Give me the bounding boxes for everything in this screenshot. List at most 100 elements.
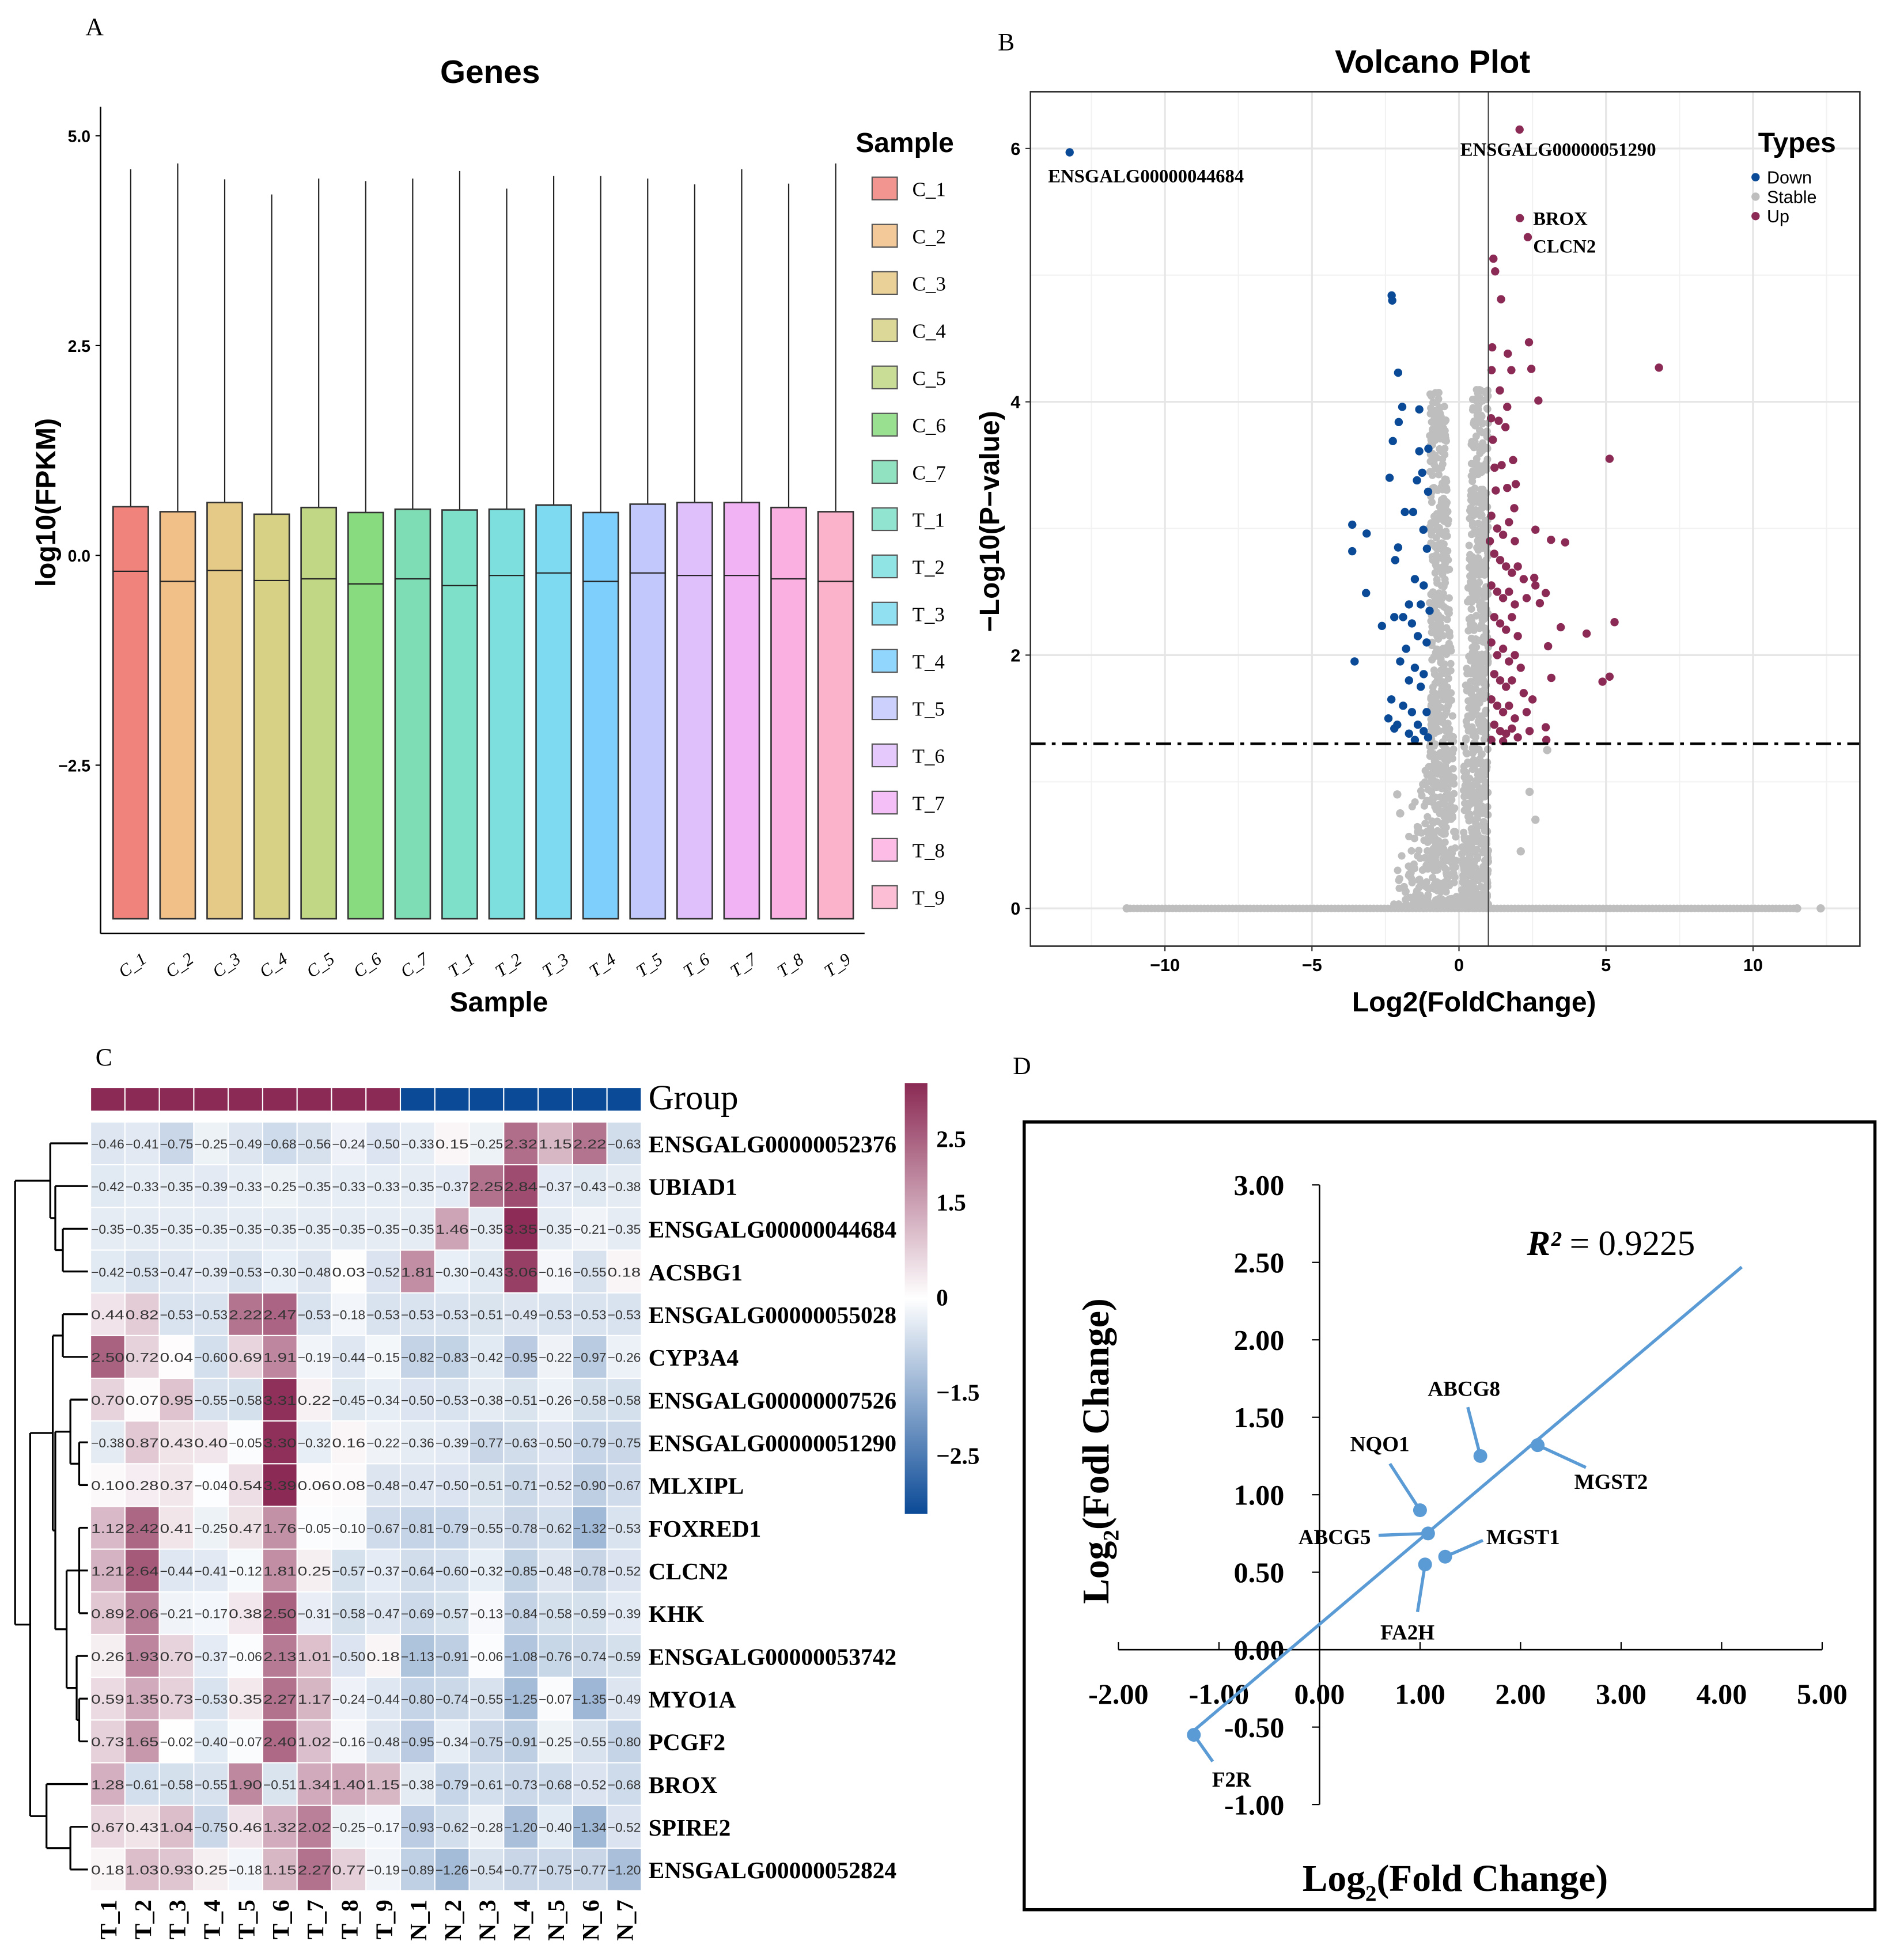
heatmap-cell — [297, 1848, 331, 1890]
heatmap-cell — [401, 1806, 434, 1848]
heatmap-cell — [332, 1848, 366, 1890]
box-c-2 — [159, 163, 196, 920]
heatmap-cell — [160, 1250, 194, 1292]
stable-point — [1471, 738, 1479, 746]
stable-point — [1465, 541, 1473, 549]
stable-point — [1451, 863, 1459, 871]
up-point — [1493, 702, 1502, 710]
row-label: UBIAD1 — [649, 1174, 737, 1200]
heatmap-cell — [229, 1592, 262, 1634]
heatmap-cell — [194, 1208, 228, 1250]
stable-point — [1480, 615, 1488, 623]
up-point — [1508, 724, 1516, 733]
stable-point — [1478, 587, 1486, 596]
heatmap-cell — [504, 1336, 538, 1378]
up-point — [1503, 483, 1512, 492]
cell-value: 0.70 — [160, 1650, 194, 1664]
stable-point — [1448, 712, 1456, 720]
data-point — [1413, 1503, 1427, 1518]
stable-point — [1436, 620, 1444, 628]
data-point — [1438, 1549, 1452, 1564]
cell-value: 2.47 — [263, 1307, 297, 1322]
heatmap-cell — [573, 1848, 607, 1890]
stable-point — [1440, 660, 1448, 668]
stable-point — [1478, 750, 1486, 758]
down-point — [1422, 708, 1431, 716]
down-point — [1362, 529, 1371, 538]
heatmap-cell — [194, 1464, 228, 1506]
stable-point — [1471, 863, 1479, 871]
cell-value: −0.35 — [332, 1222, 366, 1237]
heatmap-cell — [366, 1336, 400, 1378]
cell-value: −0.39 — [194, 1265, 228, 1279]
box-t-9 — [817, 163, 854, 920]
heatmap-cell — [573, 1592, 607, 1634]
cell-value: 1.17 — [298, 1692, 331, 1707]
heatmap-cell — [194, 1763, 228, 1805]
cell-value: −0.83 — [436, 1351, 469, 1365]
heatmap-row: 2.50 0.72 0.04 −0.60 0.69 1.91 −0.19 −0.44 −0.15… — [91, 1336, 641, 1378]
cell-value: −0.56 — [298, 1137, 331, 1151]
heatmap-cell — [504, 1763, 538, 1805]
up-point — [1519, 689, 1528, 697]
cell-value: −0.53 — [436, 1393, 469, 1408]
data-point — [1473, 1449, 1487, 1463]
cell-value: −0.10 — [332, 1521, 366, 1536]
cell-value: −0.43 — [573, 1180, 607, 1194]
stable-point — [1420, 894, 1428, 903]
cell-value: 2.84 — [504, 1180, 538, 1194]
down-point — [1385, 473, 1394, 482]
stable-point — [1446, 814, 1454, 822]
point-label: FA2H — [1380, 1621, 1434, 1645]
stable-point — [1472, 612, 1480, 620]
cell-value: −0.42 — [91, 1265, 124, 1279]
up-point — [1534, 396, 1543, 405]
cell-value: −0.89 — [401, 1863, 434, 1878]
cell-value: −0.35 — [366, 1222, 400, 1237]
heatmap-cell — [435, 1720, 469, 1762]
heatmap-cell — [229, 1421, 262, 1464]
cell-value: −0.58 — [608, 1393, 641, 1408]
heatmap-cell — [401, 1165, 434, 1207]
heatmap-cell — [539, 1250, 572, 1292]
cell-value: 0.87 — [126, 1436, 159, 1450]
box-c-3 — [206, 179, 243, 920]
cell-value: 0.46 — [229, 1820, 262, 1834]
legend-title: Types — [1758, 128, 1836, 158]
heatmap-cell — [297, 1250, 331, 1292]
stable-point — [1426, 390, 1434, 398]
box-t-2 — [488, 188, 525, 920]
heatmap-cell — [297, 1208, 331, 1250]
heatmap-cell — [332, 1720, 366, 1762]
stable-point — [1525, 787, 1534, 797]
cell-value: −0.38 — [401, 1777, 434, 1792]
heatmap-cell — [297, 1678, 331, 1720]
colorbar-tick-label: 0 — [936, 1284, 948, 1310]
stable-point — [1464, 712, 1472, 720]
up-point — [1531, 525, 1540, 534]
heatmap-cell — [332, 1293, 366, 1335]
cell-value: −0.35 — [91, 1222, 124, 1237]
stable-point — [1472, 890, 1480, 899]
cell-value: −0.76 — [539, 1650, 572, 1664]
stable-point — [1482, 765, 1490, 774]
y-tick-label: 5.0 — [68, 128, 90, 146]
stable-point — [1477, 712, 1486, 721]
box-t-8 — [770, 183, 807, 920]
heatmap-cell — [125, 1421, 159, 1464]
up-point — [1493, 651, 1502, 659]
cell-value: −0.37 — [539, 1180, 572, 1194]
cell-value: 2.22 — [229, 1307, 262, 1322]
cell-value: −0.71 — [504, 1478, 538, 1493]
heatmap-cell — [91, 1464, 124, 1506]
stable-point — [1479, 679, 1487, 688]
cell-value: −0.51 — [263, 1777, 297, 1792]
down-point — [1420, 727, 1428, 736]
stable-point — [1476, 426, 1484, 434]
cell-value: −0.53 — [401, 1307, 434, 1322]
stable-point — [1427, 404, 1435, 412]
heatmap-cell — [504, 1592, 538, 1634]
cell-value: −0.41 — [126, 1137, 159, 1151]
box-t-6 — [676, 184, 713, 920]
stable-point — [1444, 516, 1452, 524]
